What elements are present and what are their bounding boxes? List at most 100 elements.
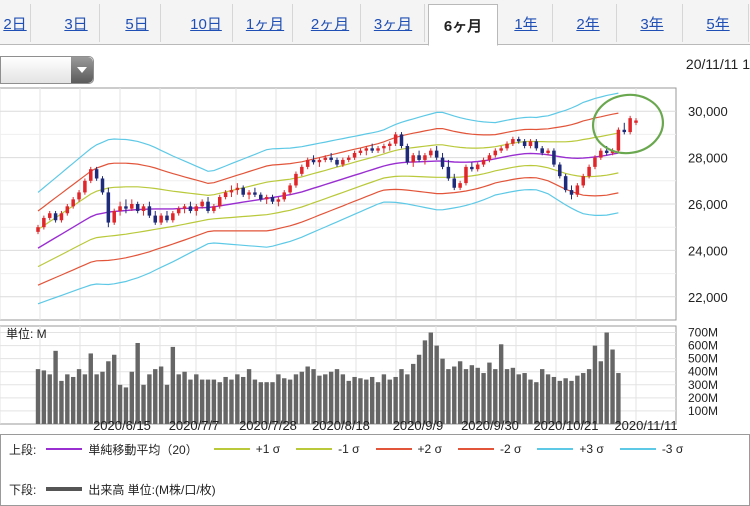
legend-item-volume: 出来高 単位:(M株/口/枚) [88, 482, 216, 497]
candle-body-25 [182, 206, 187, 209]
volume-bar-54 [352, 376, 357, 424]
volume-bar-4 [59, 380, 64, 424]
tab-12[interactable]: 5年 [688, 4, 749, 42]
volume-bar-29 [205, 379, 211, 424]
candle-body-85 [534, 141, 539, 149]
candle-body-34 [235, 187, 240, 191]
tab-5[interactable]: 1ヶ月 [238, 4, 293, 42]
candle-body-72 [458, 183, 462, 188]
volume-bar-36 [246, 369, 252, 424]
band-plus-3-sigma [37, 92, 619, 193]
candle-body-12 [106, 192, 111, 223]
candle-body-78 [493, 150, 498, 156]
volume-bar-41 [276, 374, 281, 424]
legend-lower-row: 下段: 出来高 単位:(M株/口/枚) [9, 481, 216, 497]
tab-9[interactable]: 1年 [500, 4, 553, 42]
annotation-circle [592, 93, 664, 155]
legend-lower-label: 下段: [9, 482, 37, 497]
tab-2[interactable]: 3日 [53, 4, 100, 42]
volume-bar-97 [604, 332, 609, 424]
volume-tick-label-2: 300M [688, 378, 718, 392]
candle-body-70 [446, 166, 451, 179]
volume-bar-95 [592, 345, 598, 424]
chevron-down-icon[interactable] [71, 57, 93, 83]
volume-bar-63 [405, 374, 410, 424]
candle-body-3 [53, 213, 58, 221]
candle-body-79 [499, 148, 503, 151]
tab-4[interactable]: 10日 [180, 4, 233, 42]
tab-8[interactable]: 6ヶ月 [428, 4, 498, 46]
volume-bar-5 [65, 374, 70, 424]
volume-bar-25 [182, 371, 187, 424]
volume-bar-15 [123, 387, 129, 424]
volume-bar-49 [323, 374, 328, 424]
candle-body-33 [229, 190, 234, 193]
candle-body-100 [622, 129, 627, 133]
volume-bar-51 [334, 369, 340, 424]
volume-bar-39 [264, 382, 269, 424]
volume-bar-76 [481, 373, 486, 424]
volume-bar-45 [299, 371, 305, 424]
price-tick-label-4: 30,000 [688, 104, 728, 119]
volume-bar-11 [100, 371, 105, 424]
volume-bar-35 [240, 376, 246, 424]
tab-11[interactable]: 3年 [622, 4, 683, 42]
candle-body-29 [206, 201, 210, 211]
candle-body-42 [282, 192, 286, 200]
tab-3[interactable]: 5日 [114, 4, 161, 42]
x-tick-label-7: 2020/11/11 [614, 418, 677, 433]
candle-body-50 [329, 157, 333, 160]
sma-20-line [37, 152, 619, 249]
tab-7[interactable]: 3ヶ月 [362, 4, 425, 42]
chart-type-dropdown[interactable] [0, 56, 94, 84]
legend-swatch-3 [375, 448, 412, 450]
candle-body-90 [563, 176, 568, 191]
legend-upper-row: 上段: 単純移動平均（20） +1 σ -1 σ +2 σ -2 σ +3 σ -3 σ [9, 441, 689, 457]
candle-body-97 [604, 150, 609, 153]
volume-bar-85 [534, 382, 539, 424]
legend-swatch-5 [537, 448, 574, 450]
legend-swatch-4 [457, 448, 494, 450]
volume-bar-21 [158, 366, 164, 424]
candle-body-73 [464, 166, 468, 184]
volume-tick-label-0: 100M [688, 404, 718, 418]
volume-bar-13 [112, 354, 117, 424]
legend-label-0: 単純移動平均（20） [88, 442, 198, 457]
volume-bar-10 [94, 374, 99, 424]
volume-bar-34 [235, 374, 240, 424]
volume-bar-70 [446, 369, 451, 424]
volume-bar-94 [586, 369, 592, 424]
volume-bar-57 [369, 376, 375, 424]
candle-body-62 [399, 134, 404, 146]
candle-body-47 [311, 159, 316, 163]
volume-bar-92 [575, 375, 580, 424]
legend-label-1: +1 σ [255, 442, 281, 456]
candle-body-1 [42, 217, 46, 228]
volume-bar-59 [381, 374, 387, 424]
candle-body-69 [440, 157, 445, 167]
x-tick-label-1: 2020/7/7 [169, 418, 220, 433]
candle-body-21 [159, 215, 163, 223]
candle-body-18 [141, 206, 146, 211]
legend-item-0: 単純移動平均（20） [36, 441, 198, 458]
volume-bar-71 [452, 366, 457, 424]
candle-body-28 [200, 201, 204, 207]
legend-item-4: -2 σ [448, 441, 521, 458]
candle-body-83 [522, 141, 527, 146]
volume-bar-9 [88, 353, 93, 424]
tab-10[interactable]: 2年 [560, 4, 617, 42]
volume-bar-2 [47, 374, 52, 424]
x-axis: 2020/6/15 2020/7/7 2020/7/28 2020/8/18 2020/… [93, 418, 677, 433]
tab-6[interactable]: 2ヶ月 [300, 4, 361, 42]
candle-body-8 [83, 180, 87, 193]
volume-bar-96 [598, 361, 604, 424]
volume-bar-74 [469, 365, 475, 424]
volume-bar-28 [199, 379, 205, 424]
tab-1[interactable]: 2日 [0, 4, 31, 42]
volume-bar-65 [416, 354, 422, 424]
candle-body-94 [587, 166, 591, 177]
legend-swatch-1 [213, 448, 250, 450]
volume-bar-91 [569, 380, 574, 424]
candle-body-58 [376, 148, 380, 151]
volume-bar-40 [270, 382, 275, 424]
